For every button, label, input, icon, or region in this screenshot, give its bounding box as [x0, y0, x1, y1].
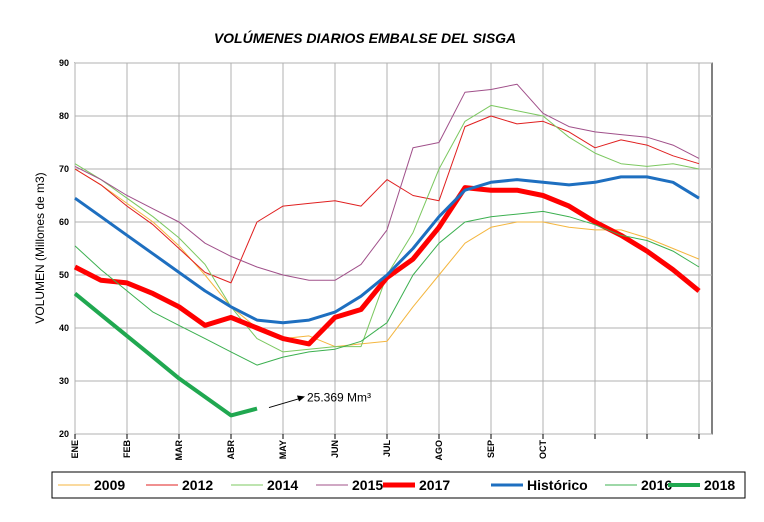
x-tick-label: JUL — [382, 440, 392, 458]
series-line — [73, 292, 258, 418]
x-tick-label: MAY — [278, 440, 288, 459]
y-axis-label: VOLUMEN (Millones de m3) — [33, 172, 47, 323]
y-tick-label: 30 — [59, 376, 69, 386]
x-tick-label: ABR — [226, 440, 236, 460]
x-tick-label: SEP — [486, 440, 496, 458]
annotation: 25.369 Mm³ — [307, 391, 371, 405]
x-tick-label: FEB — [122, 439, 132, 458]
series-line — [74, 210, 700, 366]
chart-title: VOLÚMENES DIARIOS EMBALSE DEL SISGA — [214, 29, 516, 46]
series-line — [74, 168, 700, 348]
series-line — [74, 175, 700, 325]
legend-label: 2018 — [704, 477, 735, 493]
annotation-arrow — [268, 397, 304, 409]
y-tick-label: 80 — [59, 111, 69, 121]
legend-label: Histórico — [527, 477, 588, 493]
x-tick-label: JUN — [330, 440, 340, 458]
series-line — [73, 185, 701, 347]
annotation-arrowhead — [297, 395, 305, 402]
plot-area — [74, 62, 713, 435]
y-tick-label: 40 — [59, 323, 69, 333]
series-line — [74, 115, 700, 284]
series-line — [74, 83, 700, 281]
y-tick-label: 90 — [59, 58, 69, 68]
x-tick-label: AGO — [434, 440, 444, 461]
legend-label: 2009 — [94, 477, 125, 493]
x-tick-label: MAR — [174, 440, 184, 461]
y-tick-label: 60 — [59, 217, 69, 227]
legend-label: 2016 — [641, 477, 672, 493]
x-tick-label: OCT — [538, 440, 548, 460]
y-tick-label: 20 — [59, 429, 69, 439]
legend-label: 2015 — [352, 477, 383, 493]
legend-label: 2012 — [182, 477, 213, 493]
x-tick-label: ENE — [70, 440, 80, 459]
legend-label: 2014 — [267, 477, 298, 493]
y-tick-label: 50 — [59, 270, 69, 280]
y-tick-label: 70 — [59, 164, 69, 174]
legend-label: 2017 — [419, 477, 450, 493]
